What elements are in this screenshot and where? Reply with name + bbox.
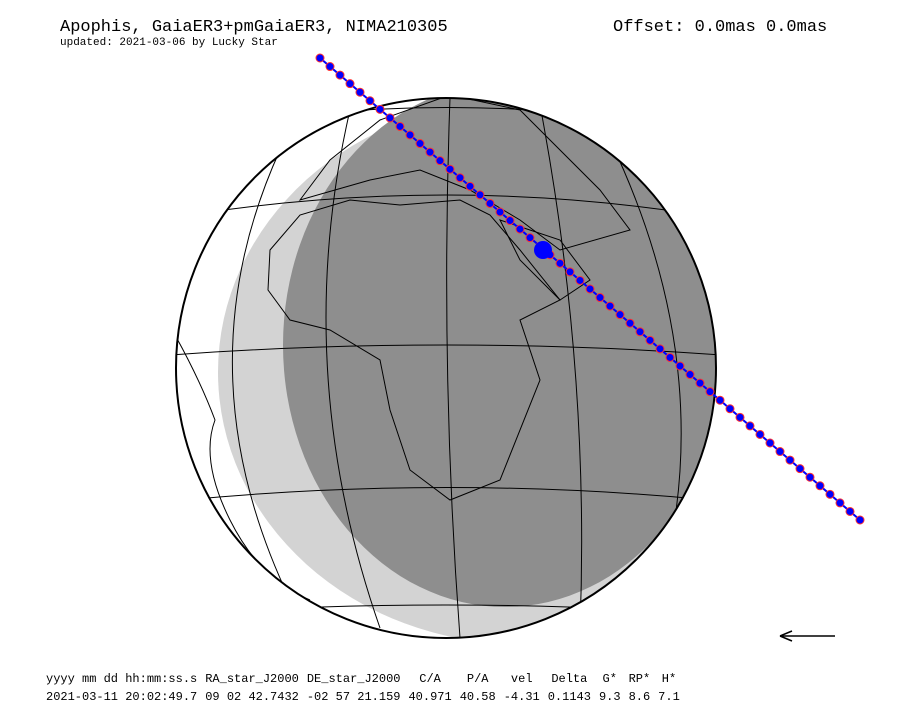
track-dot xyxy=(655,344,665,354)
track-dot xyxy=(315,53,325,63)
track-dot xyxy=(775,447,785,457)
africa-outline xyxy=(267,199,561,501)
track-dot xyxy=(635,327,645,337)
table-cell: 8.6 xyxy=(628,690,651,704)
track-dot xyxy=(555,258,565,268)
track-dot xyxy=(385,113,395,123)
track-dot xyxy=(495,207,505,217)
closest-approach xyxy=(534,241,552,259)
track-dot xyxy=(805,472,815,482)
table-cell: vel xyxy=(510,672,533,686)
table-cell: DE_star_J2000 xyxy=(306,672,401,686)
map-title: Apophis, GaiaER3+pmGaiaER3, NIMA210305 xyxy=(60,18,448,37)
track-dot xyxy=(685,370,695,380)
track-dot xyxy=(585,284,595,294)
table-cell: RP* xyxy=(628,672,651,686)
track-dot xyxy=(815,481,825,491)
ephemeris-table: yyyy mm dd hh:mm:ss.s RA_star_J2000 DE_sta… xyxy=(46,672,688,708)
track-dot xyxy=(695,378,705,388)
track-dot xyxy=(835,498,845,508)
table-cell: 7.1 xyxy=(658,690,680,704)
table-cell: Delta xyxy=(551,672,588,686)
table-cell: 9.3 xyxy=(598,690,621,704)
track-dot xyxy=(435,156,445,166)
table-cell: yyyy mm dd hh:mm:ss.s xyxy=(46,672,198,686)
occultation-track xyxy=(315,53,865,525)
offset: Offset: 0.0mas 0.0mas xyxy=(613,18,828,37)
track-dot xyxy=(565,267,575,277)
track-dot xyxy=(505,216,515,226)
table-cell: 0.1143 xyxy=(547,690,591,704)
table-cell: 40.58 xyxy=(459,690,496,704)
track-dot xyxy=(525,233,535,243)
globe-rim xyxy=(175,97,717,639)
table-cell: RA_star_J2000 xyxy=(205,672,299,686)
track-dot xyxy=(615,310,625,320)
track-dot xyxy=(795,464,805,474)
track-dot xyxy=(575,275,585,285)
track-dot xyxy=(735,412,745,422)
track-dot xyxy=(415,139,425,149)
track-dot xyxy=(595,293,605,303)
track-dot xyxy=(445,164,455,174)
table-cell: H* xyxy=(661,672,677,686)
track-dot xyxy=(855,515,865,525)
update-note: updated: 2021-03-06 by Lucky Star xyxy=(60,37,278,49)
track-dot xyxy=(755,429,765,439)
track-dot xyxy=(625,318,635,328)
track-dot xyxy=(765,438,775,448)
globe-map xyxy=(175,53,865,642)
track-dot xyxy=(345,79,355,89)
table-row: yyyy mm dd hh:mm:ss.s RA_star_J2000 DE_sta… xyxy=(46,672,688,690)
table-row: 2021-03-11 20:02:49.7 09 02 42.7432 -02 57… xyxy=(46,690,688,708)
track-dot xyxy=(725,404,735,414)
track-dot xyxy=(665,352,675,362)
track-dot xyxy=(405,130,415,140)
table-cell: C/A xyxy=(419,672,441,686)
track-dot xyxy=(425,147,435,157)
table-cell: -02 57 21.159 xyxy=(306,690,401,704)
track-dot xyxy=(375,104,385,114)
table-cell: 09 02 42.7432 xyxy=(205,690,299,704)
track-dot xyxy=(355,87,365,97)
track-dot xyxy=(455,173,465,183)
arabia-outline xyxy=(499,219,591,301)
table-cell: 2021-03-11 20:02:49.7 xyxy=(46,690,198,704)
track-dot xyxy=(825,489,835,499)
table-cell: -4.31 xyxy=(503,690,540,704)
track-dot xyxy=(515,224,525,234)
track-dot xyxy=(335,70,345,80)
track-dot xyxy=(325,62,335,72)
track-dot xyxy=(745,421,755,431)
track-dot xyxy=(705,387,715,397)
arrow-head xyxy=(779,630,793,642)
track-dot xyxy=(475,190,485,200)
track-dot xyxy=(485,198,495,208)
track-dot xyxy=(395,121,405,131)
table-cell: G* xyxy=(602,672,617,686)
track-dot xyxy=(645,335,655,345)
track-dot xyxy=(365,96,375,106)
track-dot xyxy=(465,181,475,191)
track-dot xyxy=(675,361,685,371)
track-dot xyxy=(845,506,855,516)
track-dot xyxy=(785,455,795,465)
table-cell: 40.971 xyxy=(408,690,452,704)
track-dot xyxy=(715,395,725,405)
track-dot xyxy=(605,301,615,311)
table-cell: P/A xyxy=(466,672,489,686)
